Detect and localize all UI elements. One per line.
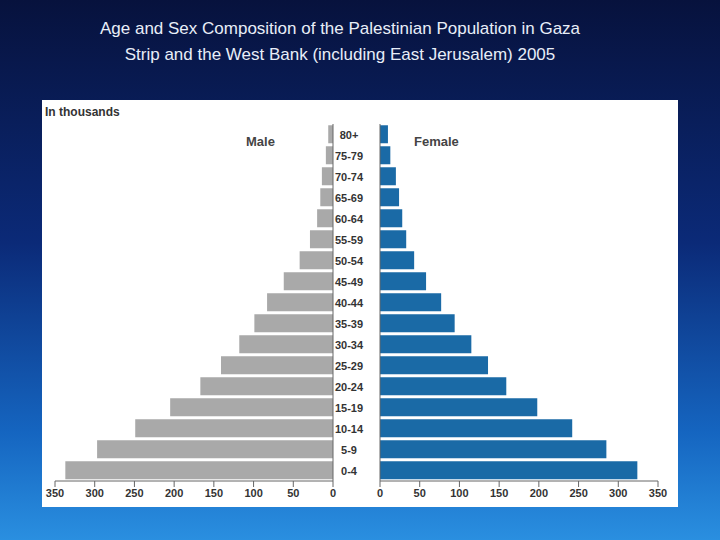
svg-text:10-14: 10-14: [335, 423, 364, 435]
svg-text:70-74: 70-74: [335, 171, 364, 183]
svg-text:55-59: 55-59: [335, 234, 363, 246]
svg-text:35-39: 35-39: [335, 318, 363, 330]
svg-text:50: 50: [414, 487, 426, 499]
svg-text:250: 250: [569, 487, 587, 499]
svg-text:0-4: 0-4: [341, 465, 358, 477]
svg-text:350: 350: [649, 487, 667, 499]
svg-text:50: 50: [287, 487, 299, 499]
svg-text:50-54: 50-54: [335, 255, 364, 267]
svg-text:45-49: 45-49: [335, 276, 363, 288]
html-text:Male: Male: [246, 134, 275, 149]
html-text:In thousands: In thousands: [45, 105, 120, 119]
svg-text:75-79: 75-79: [335, 150, 363, 162]
svg-text:150: 150: [490, 487, 508, 499]
svg-text:40-44: 40-44: [335, 297, 364, 309]
svg-text:65-69: 65-69: [335, 192, 363, 204]
svg-text:5-9: 5-9: [341, 444, 357, 456]
html-text:Female: Female: [414, 134, 459, 149]
svg-text:250: 250: [125, 487, 143, 499]
svg-text:0: 0: [330, 487, 336, 499]
svg-text:30-34: 30-34: [335, 339, 364, 351]
svg-text:80+: 80+: [340, 129, 359, 141]
svg-text:300: 300: [86, 487, 104, 499]
svg-text:25-29: 25-29: [335, 360, 363, 372]
svg-text:60-64: 60-64: [335, 213, 364, 225]
svg-text:100: 100: [244, 487, 262, 499]
svg-text:150: 150: [205, 487, 223, 499]
svg-text:200: 200: [165, 487, 183, 499]
svg-text:100: 100: [450, 487, 468, 499]
svg-text:0: 0: [377, 487, 383, 499]
html-text:Age and Sex Composition of the: Age and Sex Composition of the Palestini…: [100, 19, 580, 64]
svg-text:350: 350: [46, 487, 64, 499]
svg-text:300: 300: [609, 487, 627, 499]
svg-text:200: 200: [530, 487, 548, 499]
svg-text:15-19: 15-19: [335, 402, 363, 414]
svg-text:20-24: 20-24: [335, 381, 364, 393]
